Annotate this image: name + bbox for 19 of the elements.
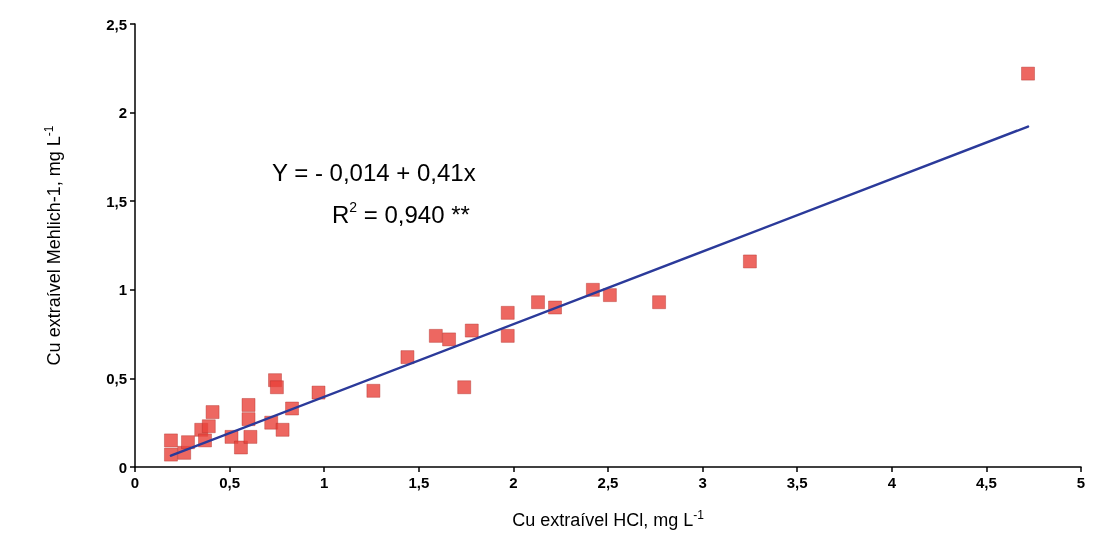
x-tick-label: 0,5 (219, 474, 241, 491)
x-tick-label: 2 (509, 474, 518, 491)
y-tick-label: 2 (118, 104, 127, 122)
y-tick-label: 2,5 (106, 15, 127, 33)
x-tick-label: 4,5 (975, 474, 997, 491)
x-tick-label: 2,5 (597, 474, 619, 491)
x-tick-label: 3 (698, 474, 707, 491)
y-tick-label: 1 (118, 281, 127, 299)
y-tick-label: 1,5 (106, 192, 127, 210)
y-axis-title: Cu extraível Mehlich-1, mg L-1 (42, 125, 64, 366)
x-tick-label: 1,5 (408, 474, 430, 491)
x-tick-label: 5 (1076, 474, 1086, 491)
x-tick-label: 3,5 (786, 474, 808, 491)
x-tick-label: 0 (130, 474, 140, 491)
annotation: Y = - 0,014 + 0,41x (272, 158, 476, 186)
y-tick-label: 0,5 (106, 369, 127, 387)
x-tick-label: 1 (320, 474, 329, 491)
x-tick-label: 4 (887, 474, 897, 491)
y-tick-label: 0 (118, 458, 127, 476)
